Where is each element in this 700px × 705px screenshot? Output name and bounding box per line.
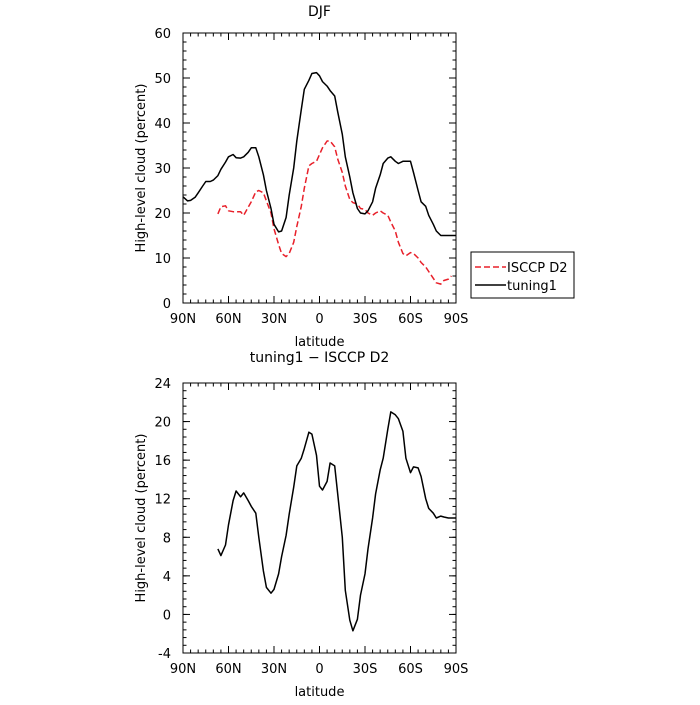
x-axis-label: latitude <box>295 335 345 350</box>
y-tick-label: 0 <box>163 297 171 312</box>
y-tick-label: 20 <box>154 207 171 222</box>
y-tick-label: 12 <box>154 493 171 508</box>
x-tick-label: 90N <box>170 662 196 677</box>
x-tick-label: 30S <box>353 312 378 327</box>
y-tick-label: 0 <box>163 608 171 623</box>
legend-label: ISCCP D2 <box>507 261 568 276</box>
y-tick-label: 40 <box>154 117 171 132</box>
legend-label: tuning1 <box>507 279 557 294</box>
x-tick-label: 0 <box>315 662 323 677</box>
y-tick-label: 10 <box>154 252 171 267</box>
x-tick-label: 30N <box>261 662 287 677</box>
chart-title: tuning1 − ISCCP D2 <box>250 350 390 366</box>
y-tick-label: 50 <box>154 72 171 87</box>
x-tick-label: 90S <box>444 662 469 677</box>
y-tick-label: -4 <box>158 647 171 662</box>
series-line-0 <box>217 411 456 632</box>
y-axis-label: High-level cloud (percent) <box>134 84 149 253</box>
chart-title: DJF <box>308 4 331 20</box>
y-tick-label: 16 <box>154 454 171 469</box>
x-axis-label: latitude <box>295 685 345 700</box>
panel-difference: 90N 60N 30N 0 30S 60S 90S -4 0 4 8 12 16 20 24 tuning1 … <box>134 350 468 700</box>
series-line-isccp-d2 <box>217 140 452 285</box>
plot-frame <box>182 32 457 304</box>
x-tick-label: 60S <box>398 662 423 677</box>
x-tick-label: 30S <box>353 662 378 677</box>
x-tick-label: 0 <box>315 312 323 327</box>
legend: ISCCP D2 tuning1 <box>470 251 575 299</box>
x-tick-label: 60N <box>215 312 241 327</box>
legend-box <box>470 251 575 299</box>
y-axis-label: High-level cloud (percent) <box>134 434 149 603</box>
plot-frame <box>182 382 457 654</box>
x-tick-label: 60N <box>215 662 241 677</box>
y-tick-label: 4 <box>163 570 171 585</box>
y-tick-label: 30 <box>154 162 171 177</box>
series-line-tuning1 <box>182 71 456 237</box>
y-tick-label: 24 <box>154 377 171 392</box>
x-tick-label: 90N <box>170 312 196 327</box>
y-tick-label: 8 <box>163 531 171 546</box>
x-tick-label: 30N <box>261 312 287 327</box>
y-tick-label: 20 <box>154 416 171 431</box>
x-tick-label: 60S <box>398 312 423 327</box>
y-tick-label: 60 <box>154 27 171 42</box>
x-tick-label: 90S <box>444 312 469 327</box>
panel-djf: 90N 60N 30N 0 30S 60S 90S 0 10 20 30 40 50 60 DJF latit… <box>134 4 575 350</box>
